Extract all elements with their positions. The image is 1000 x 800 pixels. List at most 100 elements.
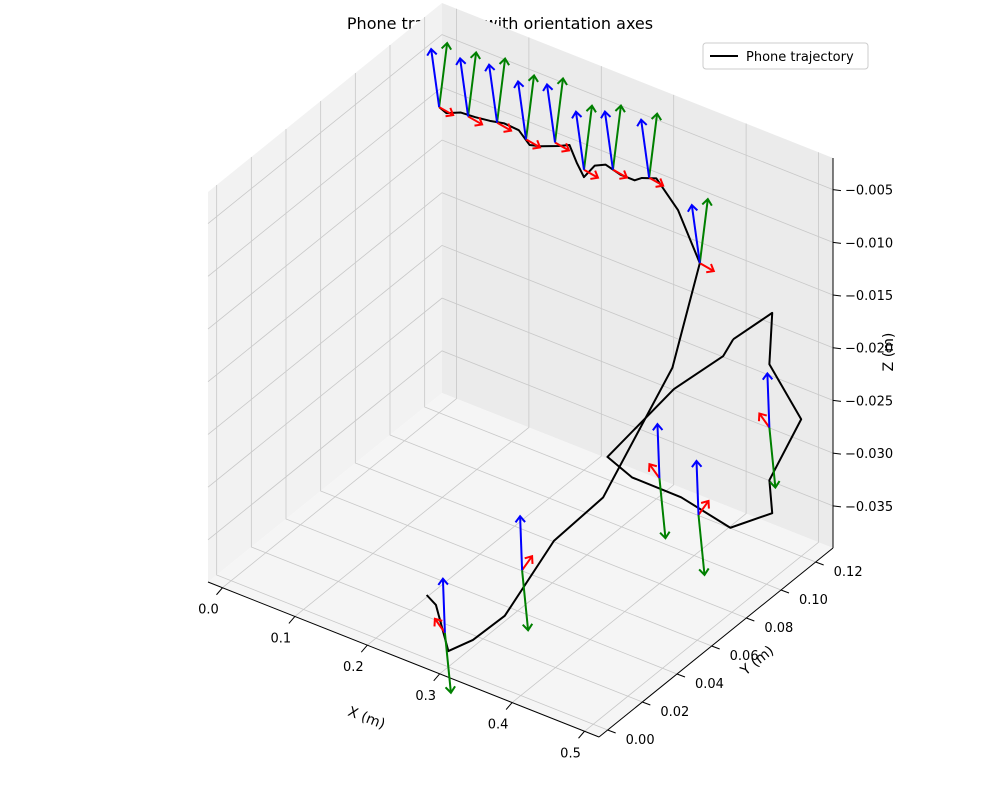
y-tick (780, 589, 790, 594)
left-pane (208, 3, 442, 582)
frame-z-axis-arrow-head (484, 63, 496, 72)
z-tick (832, 294, 842, 297)
trajectory-loop (606, 311, 803, 529)
z-tick (832, 399, 842, 402)
z-tick-label: −0.005 (845, 184, 893, 199)
frame-y-axis-arrow (467, 52, 478, 117)
frame-y-axis-arrow (658, 478, 667, 539)
frame-x-axis-arrow (434, 618, 446, 634)
frame-y-axis-arrow-head (614, 104, 626, 113)
frame-z-axis-arrow (640, 119, 651, 178)
x-tick-label: 0.3 (415, 689, 436, 704)
frame-y-axis-arrow (496, 58, 507, 123)
frame-x-axis-arrow (521, 555, 533, 571)
frame-z-axis-arrow-head (542, 82, 554, 92)
frame-x-axis-arrow (467, 115, 483, 126)
frame-y-axis-arrow-head (469, 50, 481, 60)
z-axis-label: Z (m) (881, 333, 897, 372)
z-tick-label: −0.035 (845, 500, 893, 515)
grid-line-y (354, 73, 747, 619)
frame-z-axis-arrow (519, 516, 524, 571)
x-tick (216, 587, 223, 596)
frame-z-axis-arrow-head (636, 118, 648, 127)
x-tick-label: 0.2 (343, 660, 364, 675)
frame-y-axis-arrow-head (769, 480, 781, 490)
legend-label: Phone trajectory (746, 50, 854, 65)
frame-x-axis-arrow-head (474, 116, 484, 127)
frame-x-axis-arrow-head (700, 499, 710, 509)
frame-x-axis-arrow-head (433, 617, 443, 627)
frame-y-axis-arrow-head (444, 685, 456, 695)
x-tick-label: 0.1 (271, 631, 292, 646)
x-axis-line (207, 581, 600, 738)
y-tick-label: 0.00 (626, 733, 655, 748)
x-tick (505, 702, 513, 710)
frame-z-axis-arrow (430, 48, 441, 108)
frame-z-axis-arrow (459, 58, 470, 117)
frame-z-axis-arrow (603, 111, 614, 170)
frame-z-axis-arrow (488, 64, 499, 123)
frame-z-axis-arrow (690, 204, 701, 264)
frame-y-axis-arrow (648, 113, 659, 178)
frame-x-axis-arrow-head (561, 142, 571, 153)
axis-lines: 0.0 0.1 0.2 0.3 0.4 0.5 0.00 0.02 0.04 0.06 0.08 0.… (198, 158, 893, 761)
frame-x-axis-arrow-head (706, 263, 716, 274)
frame-y-axis-arrow (525, 75, 536, 140)
grid-line-z (207, 244, 834, 435)
y-axis-line (598, 547, 834, 738)
frame-y-axis-arrow (768, 427, 777, 488)
frame-x-axis-arrow-head (619, 170, 629, 180)
x-tick-label: 0.4 (488, 718, 509, 733)
y-tick-label: 0.10 (799, 593, 828, 608)
frame-x-axis-arrow (648, 176, 664, 187)
frame-y-axis-arrow (697, 514, 706, 576)
frame-y-axis-arrow-head (659, 531, 671, 540)
x-tick-label: 0.0 (198, 603, 219, 618)
x-tick (360, 644, 368, 653)
y-tick-label: 0.08 (764, 621, 793, 636)
frame-x-axis-arrow (648, 463, 661, 479)
frame-y-axis-arrow-head (522, 623, 534, 632)
grid-line-y (250, 157, 643, 703)
x-axis-label: X (m) (346, 704, 388, 733)
frame-y-axis-arrow-head (650, 112, 663, 121)
frame-y-axis-arrow-head (498, 57, 510, 66)
frame-z-axis-arrow (574, 111, 585, 170)
frame-x-axis-arrow (697, 500, 710, 516)
plot-area (425, 41, 803, 695)
axes-panes (208, 3, 833, 737)
frame-y-axis-arrow-head (440, 41, 453, 51)
frame-y-axis-arrow (521, 570, 530, 631)
y-tick (815, 561, 824, 566)
frame-y-axis-arrow (443, 632, 452, 693)
y-tick-label: 0.12 (834, 565, 863, 580)
frame-z-axis-arrow (695, 460, 700, 515)
frame-x-axis-arrow-head (648, 462, 658, 472)
grid-line-z (207, 297, 834, 488)
y-tick-label: 0.04 (695, 677, 724, 692)
frame-x-axis-arrow-head (757, 412, 768, 422)
frame-x-axis-arrow-head (655, 178, 665, 188)
grid-line-y (424, 17, 816, 563)
frame-z-axis-arrow-head (437, 577, 449, 586)
frame-z-axis-arrow-head (513, 79, 525, 89)
frame-z-axis-arrow (656, 424, 661, 479)
back-pane (442, 3, 833, 548)
legend: Phone trajectory (702, 42, 869, 70)
trajectory-line (425, 106, 701, 653)
frame-z-axis-arrow (517, 81, 528, 140)
frame-x-axis-arrow (525, 138, 541, 149)
frame-x-axis-arrow (758, 412, 771, 429)
z-tick (832, 505, 842, 508)
frame-x-axis-arrow (699, 262, 715, 272)
z-tick (832, 347, 842, 350)
grid-line-z (207, 192, 834, 383)
frame-y-axis-arrow (698, 198, 709, 264)
frame-x-axis-arrow-head (524, 554, 534, 564)
x-tick (433, 673, 441, 682)
frame-z-axis-arrow-head (691, 459, 703, 468)
y-tick (676, 673, 686, 678)
y-tick (711, 645, 720, 650)
frame-y-axis-arrow (554, 78, 564, 143)
